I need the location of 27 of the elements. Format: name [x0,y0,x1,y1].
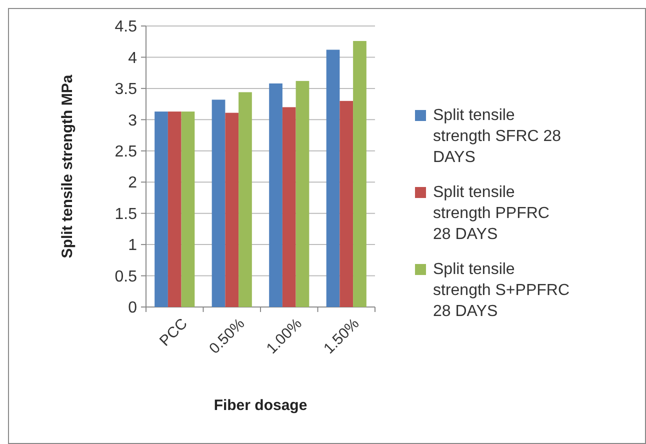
y-tick-label: 0 [128,300,138,317]
bar [296,80,310,307]
legend-label: Split tensile strength S+PPFRC 28 DAYS [433,261,570,320]
legend-label: Split tensile strength SFRC 28 DAYS [433,107,562,166]
bar [168,112,182,307]
y-tick-label: 1 [128,237,138,254]
y-axis-title: Split tensile strength MPa [59,74,76,258]
bar [353,40,366,307]
bar [340,100,354,307]
bar [181,112,195,307]
bar [238,92,252,307]
bar [225,112,239,307]
legend-label: Split tensile strength PPFRC 28 DAYS [433,184,550,243]
y-tick-label: 2.5 [114,143,138,160]
bar [212,100,226,307]
y-tick-label: 2 [128,174,138,192]
y-tick-label: 4.5 [114,18,138,36]
y-tick-label: 3.5 [114,81,138,98]
y-tick-label: 1.5 [114,206,138,223]
x-axis-title: Fiber dosage [214,397,308,414]
bar [154,112,168,307]
bar [269,83,282,307]
y-tick-label: 3 [128,112,138,130]
y-tick-label: 4 [128,50,138,67]
y-tick-label: 0.5 [114,268,138,286]
bar [326,50,340,307]
bar [282,107,296,307]
